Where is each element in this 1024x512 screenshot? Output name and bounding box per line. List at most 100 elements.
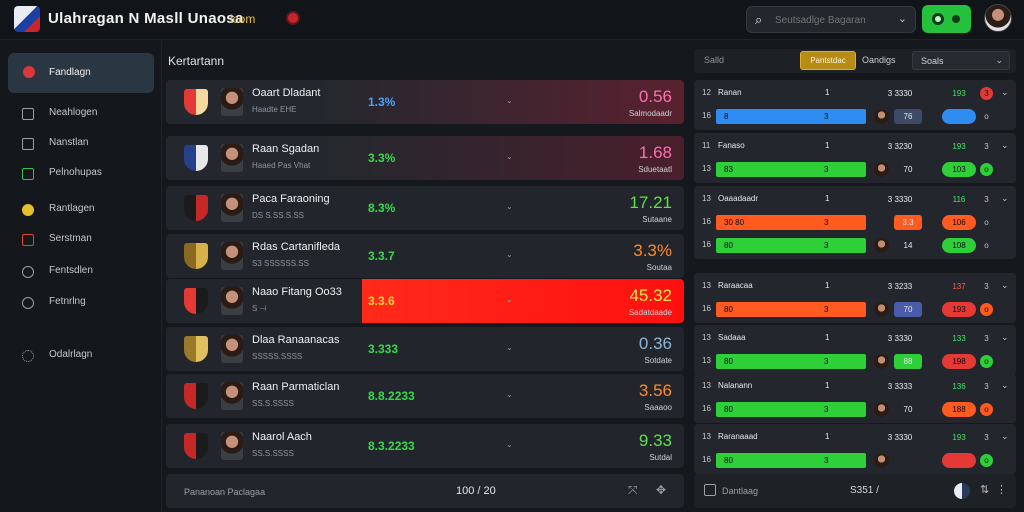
chevron-down-icon[interactable]: ⌄ xyxy=(506,250,513,259)
chevron-down-icon[interactable]: ⌄ xyxy=(506,295,513,304)
pagination[interactable]: 100 / 20 xyxy=(456,485,496,497)
chevron-down-icon[interactable]: ⌄ xyxy=(897,13,907,25)
score-pill[interactable]: 193 xyxy=(952,433,966,442)
chevron-down-icon[interactable]: ⌄ xyxy=(506,202,513,211)
standings-row[interactable]: 13 Raranaaad 1 3 3330 193 3 ⌄ xyxy=(694,427,1016,449)
score-pill[interactable]: 193 xyxy=(952,89,966,98)
standings-row[interactable]: 16 8 3 76 o xyxy=(694,106,1016,128)
score-pill[interactable]: 188 xyxy=(942,402,976,417)
match-odds[interactable]: 45.32 xyxy=(629,286,672,305)
chevron-down-icon[interactable]: ⌄ xyxy=(1001,193,1009,203)
status-dot-icon[interactable]: o xyxy=(984,112,989,121)
standings-row[interactable]: 16 80 3 14 108 o xyxy=(694,235,1016,257)
tab-pantstdac[interactable]: Pantstdac xyxy=(800,51,856,70)
search-box[interactable]: ⌕ ⌄ xyxy=(746,6,916,33)
match-row[interactable]: Raan Parmaticlan SS.S.SSSS 8.8.2233 ⌄ 3.56 Sa… xyxy=(166,374,684,418)
chevron-down-icon[interactable]: ⌄ xyxy=(1001,431,1009,441)
match-row[interactable]: Dlaa Ranaanacas SSSSS.SSSS 3.333 ⌄ 0.36 Sotda… xyxy=(166,327,684,371)
sidebar-item-nanstlan[interactable]: Nanstlan xyxy=(8,129,154,159)
sidebar-item-serstman[interactable]: Serstman xyxy=(8,225,154,255)
status-dot-icon[interactable]: 3 xyxy=(980,87,993,100)
status-dot-icon[interactable]: 3 xyxy=(984,382,989,391)
match-odds[interactable]: 3.3% xyxy=(633,241,672,260)
status-dot-icon[interactable]: o xyxy=(980,303,993,316)
match-odds[interactable]: 1.68 xyxy=(638,143,672,162)
standings-row[interactable]: 13 80 3 88 198 o xyxy=(694,351,1016,373)
sidebar-item-rantlagen[interactable]: Rantlagen xyxy=(8,195,154,225)
chevron-down-icon[interactable]: ⌄ xyxy=(1001,87,1009,97)
sidebar-item-fetnrlng[interactable]: Fetnrlng xyxy=(8,288,154,318)
chevron-down-icon[interactable]: ⌄ xyxy=(506,390,513,399)
status-dot-icon[interactable]: o xyxy=(980,163,993,176)
status-dot-icon[interactable]: o xyxy=(984,218,989,227)
match-row[interactable]: Oaart Dladant Haadte EHE 1.3% ⌄ 0.56 Salmodaa… xyxy=(166,80,684,124)
chevron-down-icon[interactable]: ⌄ xyxy=(506,440,513,449)
sidebar-item-fandlagn[interactable]: Fandlagn xyxy=(8,53,154,93)
sort-icon[interactable]: ⇅ xyxy=(980,484,990,496)
score-pill[interactable]: 198 xyxy=(942,354,976,369)
status-dot-icon[interactable]: 3 xyxy=(984,195,989,204)
search-input[interactable] xyxy=(775,11,893,29)
match-row[interactable]: Naao Fitang Oo33 S ⊣ 3.3.6 ⌄ 45.32 Sadatdaade xyxy=(166,279,684,323)
more-icon[interactable]: ⋮ xyxy=(996,484,1007,496)
chevron-down-icon[interactable]: ⌄ xyxy=(1001,140,1009,150)
match-row[interactable]: Naarol Aach SS.S.SSSS 8.3.2233 ⌄ 9.33 Sutdal xyxy=(166,424,684,468)
score-pill[interactable] xyxy=(942,453,976,468)
score-pill[interactable]: 137 xyxy=(952,282,966,291)
score-pill[interactable]: 193 xyxy=(942,302,976,317)
toggle-button[interactable] xyxy=(922,5,971,33)
chevron-down-icon[interactable]: ⌄ xyxy=(1001,280,1009,290)
match-odds[interactable]: 0.56 xyxy=(638,87,672,106)
score-pill[interactable]: 108 xyxy=(942,238,976,253)
sidebar-item-neahlogen[interactable]: Neahlogen xyxy=(8,99,154,129)
standings-row[interactable]: 16 30 80 3 3.3 106 o xyxy=(694,212,1016,234)
standings-row[interactable]: 11 Fanaso 1 3 3230 193 3 ⌄ xyxy=(694,136,1016,158)
standings-row[interactable]: 13 Raraacaa 1 3 3233 137 3 ⌄ xyxy=(694,276,1016,298)
status-dot-icon[interactable]: 3 xyxy=(984,433,989,442)
score-pill[interactable]: 133 xyxy=(952,334,966,343)
chevron-down-icon[interactable]: ⌄ xyxy=(506,343,513,352)
chevron-down-icon[interactable]: ⌄ xyxy=(506,96,513,105)
move-icon[interactable]: ✥ xyxy=(656,483,667,497)
standings-row[interactable]: 13 Sadaaa 1 3 3330 133 3 ⌄ xyxy=(694,328,1016,350)
status-dot-icon[interactable]: o xyxy=(980,403,993,416)
status-dot-icon[interactable]: 3 xyxy=(984,282,989,291)
standings-row[interactable]: 16 80 3 o xyxy=(694,450,1016,472)
chevron-down-icon[interactable]: ⌄ xyxy=(1001,332,1009,342)
globe-icon[interactable] xyxy=(954,483,970,499)
chevron-down-icon[interactable]: ⌄ xyxy=(1001,380,1009,390)
status-dot-icon[interactable]: 3 xyxy=(984,334,989,343)
score-pill[interactable]: 136 xyxy=(952,382,966,391)
score-pill[interactable]: 193 xyxy=(952,142,966,151)
status-dot-icon[interactable]: o xyxy=(980,454,993,467)
match-odds[interactable]: 3.56 xyxy=(638,381,672,400)
status-dot-icon[interactable]: 3 xyxy=(984,142,989,151)
standings-row[interactable]: 13 Nalanann 1 3 3333 136 3 ⌄ xyxy=(694,376,1016,398)
match-odds[interactable]: 17.21 xyxy=(629,193,672,212)
score-pill[interactable]: 103 xyxy=(942,162,976,177)
sidebar-item-pelnohupas[interactable]: Pelnohupas xyxy=(8,159,154,189)
status-dot-icon[interactable]: o xyxy=(980,355,993,368)
score-pill[interactable]: 116 xyxy=(952,195,966,204)
standings-row[interactable]: 16 80 3 70 193 o xyxy=(694,299,1016,321)
tab-oandigs[interactable]: Oandigs xyxy=(862,55,896,65)
match-odds[interactable]: 9.33 xyxy=(638,431,672,450)
standings-row[interactable]: 12 Ranan 1 3 3330 193 3 ⌄ xyxy=(694,83,1016,105)
expand-icon[interactable]: ⤧ xyxy=(628,483,638,497)
score-pill[interactable]: 106 xyxy=(942,215,976,230)
standings-row[interactable]: 16 80 3 70 188 o xyxy=(694,399,1016,421)
sidebar-item-fentsdlen[interactable]: Fentsdlen xyxy=(8,257,154,287)
standings-row[interactable]: 13 83 3 70 103 o xyxy=(694,159,1016,181)
app-logo[interactable] xyxy=(14,6,40,32)
match-odds[interactable]: 0.36 xyxy=(638,334,672,353)
match-row[interactable]: Rdas Cartanifleda S3 SSSSSS.SS 3.3.7 ⌄ 3.3% S… xyxy=(166,234,684,278)
avatar[interactable] xyxy=(984,4,1012,32)
sidebar-item-odalrlagn[interactable]: Odalrlagn xyxy=(8,341,154,371)
filter-select[interactable]: Soals ⌄ xyxy=(912,51,1010,70)
match-row[interactable]: Raan Sgadan Haaed Pas Vhat 3.3% ⌄ 1.68 Sdueta… xyxy=(166,136,684,180)
match-row[interactable]: Paca Faraoning DS S.SS.S.SS 8.3% ⌄ 17.21 Suta… xyxy=(166,186,684,230)
standings-row[interactable]: 13 Oaaadaadr 1 3 3330 116 3 ⌄ xyxy=(694,189,1016,211)
status-dot-icon[interactable]: o xyxy=(984,241,989,250)
score-pill[interactable] xyxy=(942,109,976,124)
chevron-down-icon[interactable]: ⌄ xyxy=(506,152,513,161)
